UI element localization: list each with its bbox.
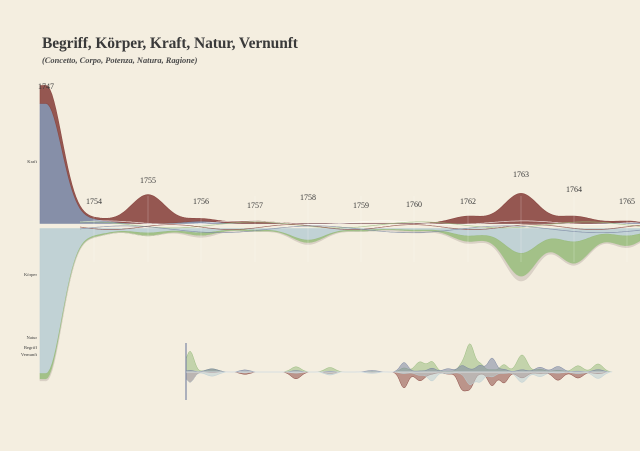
year-label: 1762 [460, 197, 476, 206]
year-label: 1747 [38, 82, 54, 91]
series-labels: Kraft Körper Natur Begriff Vernunft [21, 159, 38, 357]
minimap [185, 343, 613, 400]
series-label: Kraft [27, 159, 37, 164]
year-label: 1757 [247, 201, 263, 210]
stream-strand [79, 221, 640, 229]
series-label: Vernunft [21, 352, 38, 357]
series-label: Begriff [24, 345, 38, 350]
chart-subtitle: (Concetto, Corpo, Potenza, Natura, Ragio… [42, 56, 198, 65]
year-label: 1765 [619, 197, 635, 206]
year-label: 1754 [86, 197, 102, 206]
year-label: 1759 [353, 201, 369, 210]
stream-vernunft [39, 229, 640, 380]
year-label: 1755 [140, 176, 156, 185]
year-label: 1763 [513, 170, 529, 179]
year-label: 1756 [193, 197, 209, 206]
minimap-layer [185, 371, 613, 392]
stream-strand [79, 225, 640, 234]
year-label: 1760 [406, 200, 422, 209]
series-label: Körper [24, 272, 37, 277]
stream-begriff [39, 229, 640, 382]
year-label: 1764 [566, 185, 582, 194]
stream-kraft [39, 103, 640, 224]
stream-layers [39, 85, 640, 382]
series-label: Natur [27, 335, 38, 340]
chart-title: Begriff, Körper, Kraft, Natur, Vernunft [42, 35, 298, 52]
year-labels: 1747 1754 1755 1756 1757 1758 1759 1760 1762 1763… [38, 82, 635, 210]
year-label: 1758 [300, 193, 316, 202]
stream-strand [79, 224, 640, 230]
stream-natur [39, 85, 640, 224]
minimap-layer [185, 357, 613, 373]
